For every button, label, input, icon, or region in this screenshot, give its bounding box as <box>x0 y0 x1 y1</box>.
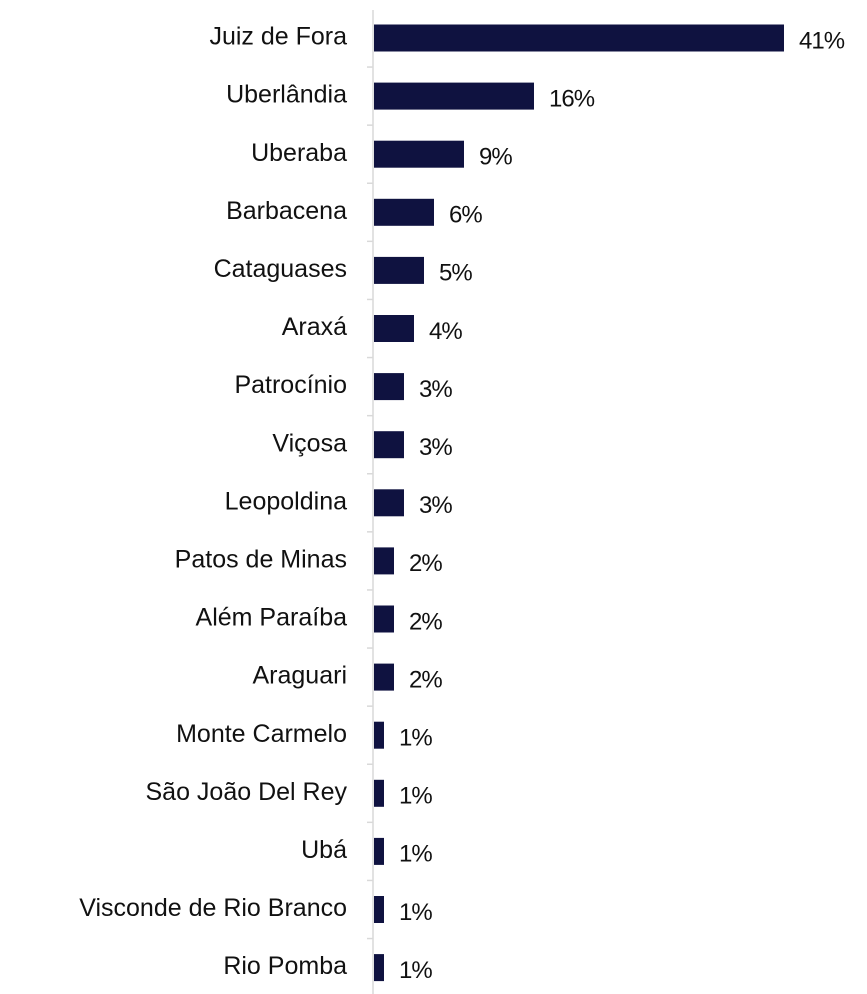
value-label: 5% <box>439 260 472 287</box>
bar <box>374 954 384 982</box>
bar <box>374 373 404 401</box>
bar <box>374 315 414 342</box>
bar <box>374 140 464 168</box>
category-label: Além Paraíba <box>196 604 348 632</box>
category-label: Juiz de Fora <box>209 23 347 51</box>
value-label: 2% <box>409 608 442 635</box>
value-label: 1% <box>399 957 432 984</box>
bars-group <box>374 24 784 982</box>
category-label: São João Del Rey <box>145 778 347 806</box>
category-label: Barbacena <box>226 197 347 225</box>
category-label: Araxá <box>282 313 347 341</box>
bar <box>374 896 384 923</box>
value-label: 3% <box>419 492 452 519</box>
bar <box>374 82 534 110</box>
value-label: 41% <box>799 27 845 54</box>
category-label: Rio Pomba <box>223 952 347 980</box>
category-label: Leopoldina <box>225 487 347 515</box>
bar <box>374 198 434 226</box>
bar <box>374 605 394 633</box>
bar <box>374 431 404 459</box>
value-label: 4% <box>429 318 462 345</box>
value-label: 2% <box>409 666 442 693</box>
category-label: Ubá <box>301 836 347 864</box>
bar <box>374 547 394 575</box>
category-axis-ticks <box>367 66 373 940</box>
value-label: 9% <box>479 144 512 171</box>
value-label: 1% <box>399 725 432 752</box>
value-label: 1% <box>399 899 432 926</box>
value-label: 16% <box>549 85 595 112</box>
bar <box>374 256 424 284</box>
category-label: Uberaba <box>251 139 347 167</box>
category-label: Cataguases <box>214 255 347 283</box>
bar <box>374 489 404 517</box>
category-label: Monte Carmelo <box>176 720 347 748</box>
value-label: 3% <box>419 434 452 461</box>
category-label: Visconde de Rio Branco <box>79 894 347 922</box>
value-labels-group: 41% 16% 9% 6% 5% 4% 3% 3% 3% 2% 2% 2% 1% 1% 1% 1% 1% <box>399 27 846 984</box>
bar <box>374 663 394 691</box>
bar <box>374 779 384 807</box>
bar <box>374 837 384 865</box>
value-label: 1% <box>399 783 432 810</box>
category-label: Patos de Minas <box>175 546 347 574</box>
value-label: 3% <box>419 376 452 403</box>
category-label: Araguari <box>253 662 348 690</box>
category-labels-group: Juiz de Fora Uberlândia Uberaba Barbacena Ca… <box>79 23 347 981</box>
category-label: Patrocínio <box>234 371 347 399</box>
category-label: Viçosa <box>272 429 347 457</box>
value-label: 1% <box>399 841 432 868</box>
bar <box>374 721 384 749</box>
bar <box>374 24 784 52</box>
value-label: 6% <box>449 202 482 229</box>
value-label: 2% <box>409 550 442 577</box>
category-label: Uberlândia <box>226 81 347 109</box>
